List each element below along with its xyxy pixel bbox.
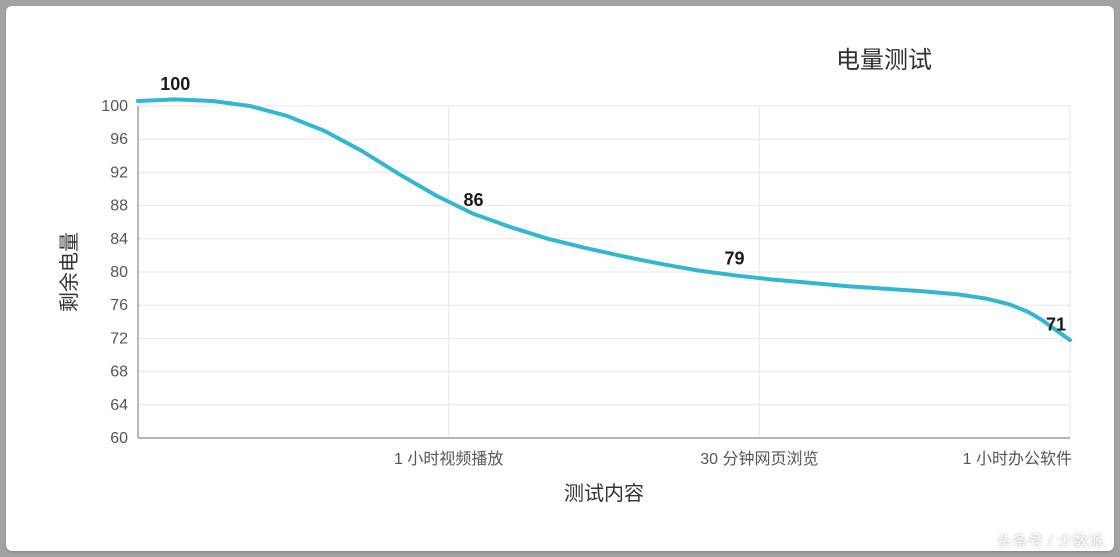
svg-text:84: 84: [110, 231, 128, 248]
svg-text:72: 72: [110, 330, 128, 347]
svg-text:68: 68: [110, 364, 128, 381]
svg-text:100: 100: [101, 98, 128, 115]
svg-text:86: 86: [464, 190, 484, 210]
svg-text:测试内容: 测试内容: [564, 482, 644, 505]
svg-text:71: 71: [1046, 315, 1066, 335]
svg-text:剩余电量: 剩余电量: [58, 232, 81, 312]
svg-text:76: 76: [110, 297, 128, 314]
battery-test-chart: 电量测试 60 64 68 72 76 80 84 88 92 96 100 1 小时视频播放 30 分钟…: [40, 26, 1080, 531]
svg-text:1 小时视频播放: 1 小时视频播放: [394, 450, 503, 468]
svg-text:电量测试: 电量测试: [836, 47, 932, 74]
svg-text:79: 79: [724, 248, 744, 268]
svg-text:64: 64: [110, 397, 128, 414]
svg-text:88: 88: [110, 198, 128, 215]
svg-text:92: 92: [110, 164, 128, 181]
svg-text:100: 100: [160, 74, 190, 94]
svg-text:60: 60: [110, 430, 128, 447]
chart-card: 电量测试 60 64 68 72 76 80 84 88 92 96 100 1 小时视频播放 30 分钟…: [6, 6, 1114, 551]
svg-text:30 分钟网页浏览: 30 分钟网页浏览: [700, 450, 818, 468]
chart-container: 电量测试 60 64 68 72 76 80 84 88 92 96 100 1 小时视频播放 30 分钟…: [40, 26, 1080, 531]
svg-text:96: 96: [110, 131, 128, 148]
svg-text:80: 80: [110, 264, 128, 281]
svg-text:1 小时办公软件: 1 小时办公软件: [963, 450, 1072, 468]
